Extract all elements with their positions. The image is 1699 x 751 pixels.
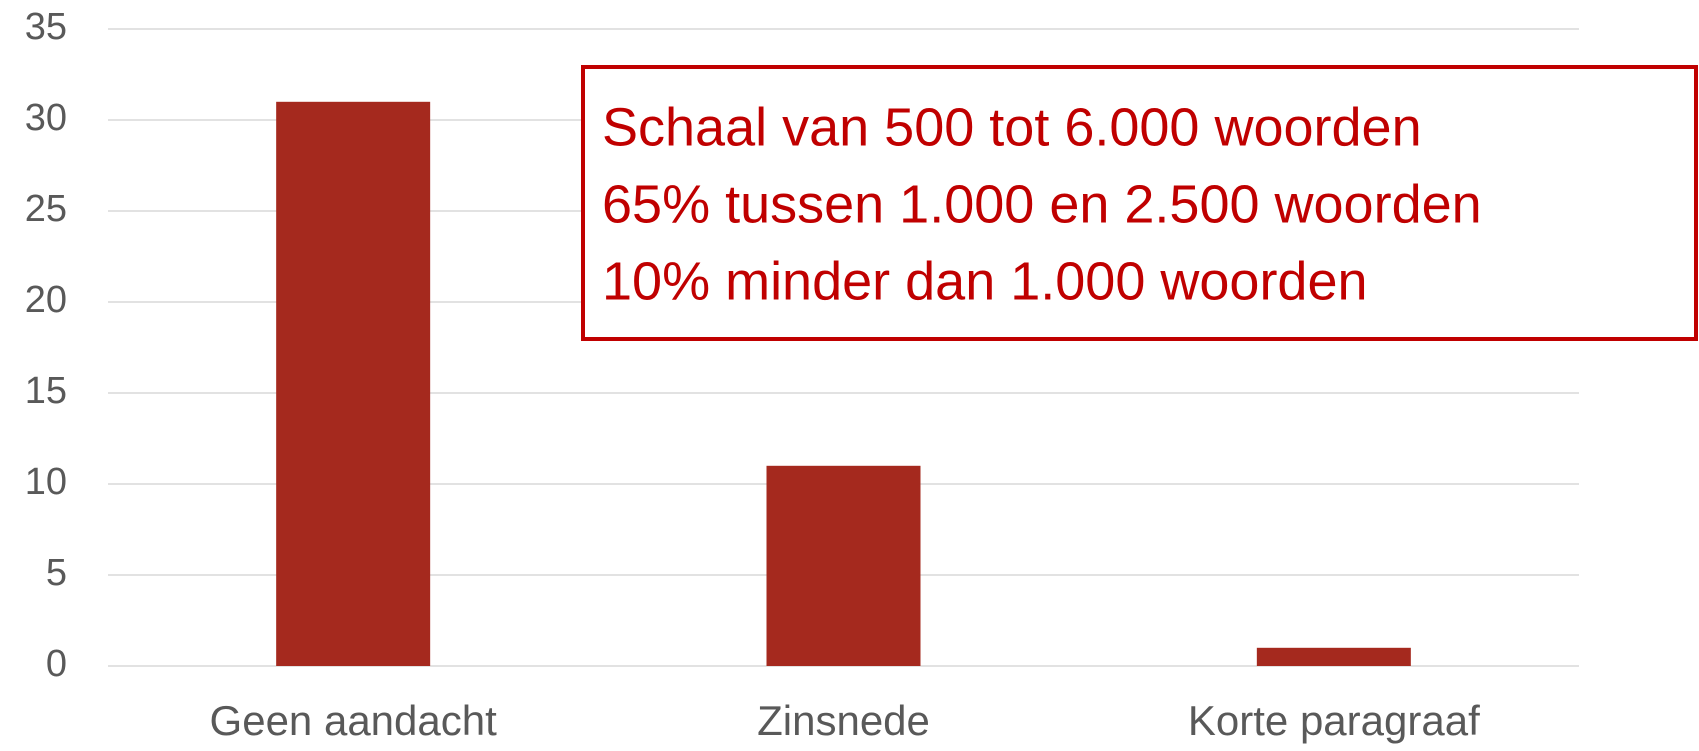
annotation-text: 10% minder dan 1.000 woorden: [602, 251, 1368, 311]
y-tick-label: 10: [25, 461, 67, 503]
y-tick-label: 20: [25, 279, 67, 321]
x-tick-label: Korte paragraaf: [1188, 697, 1480, 744]
y-tick-label: 0: [46, 643, 67, 685]
bar: [1256, 647, 1411, 666]
bar: [276, 101, 431, 667]
y-tick-label: 5: [46, 552, 67, 594]
annotation-box: [581, 65, 1698, 341]
x-tick-label: Zinsnede: [757, 697, 930, 744]
annotation-text: Schaal van 500 tot 6.000 woorden: [602, 97, 1422, 157]
x-tick-label: Geen aandacht: [210, 697, 498, 744]
y-tick-label: 30: [25, 97, 67, 139]
y-tick-label: 15: [25, 370, 67, 412]
annotation-text: 65% tussen 1.000 en 2.500 woorden: [602, 174, 1482, 234]
bar: [766, 465, 921, 666]
y-tick-label: 35: [25, 6, 67, 48]
y-tick-label: 25: [25, 188, 67, 230]
